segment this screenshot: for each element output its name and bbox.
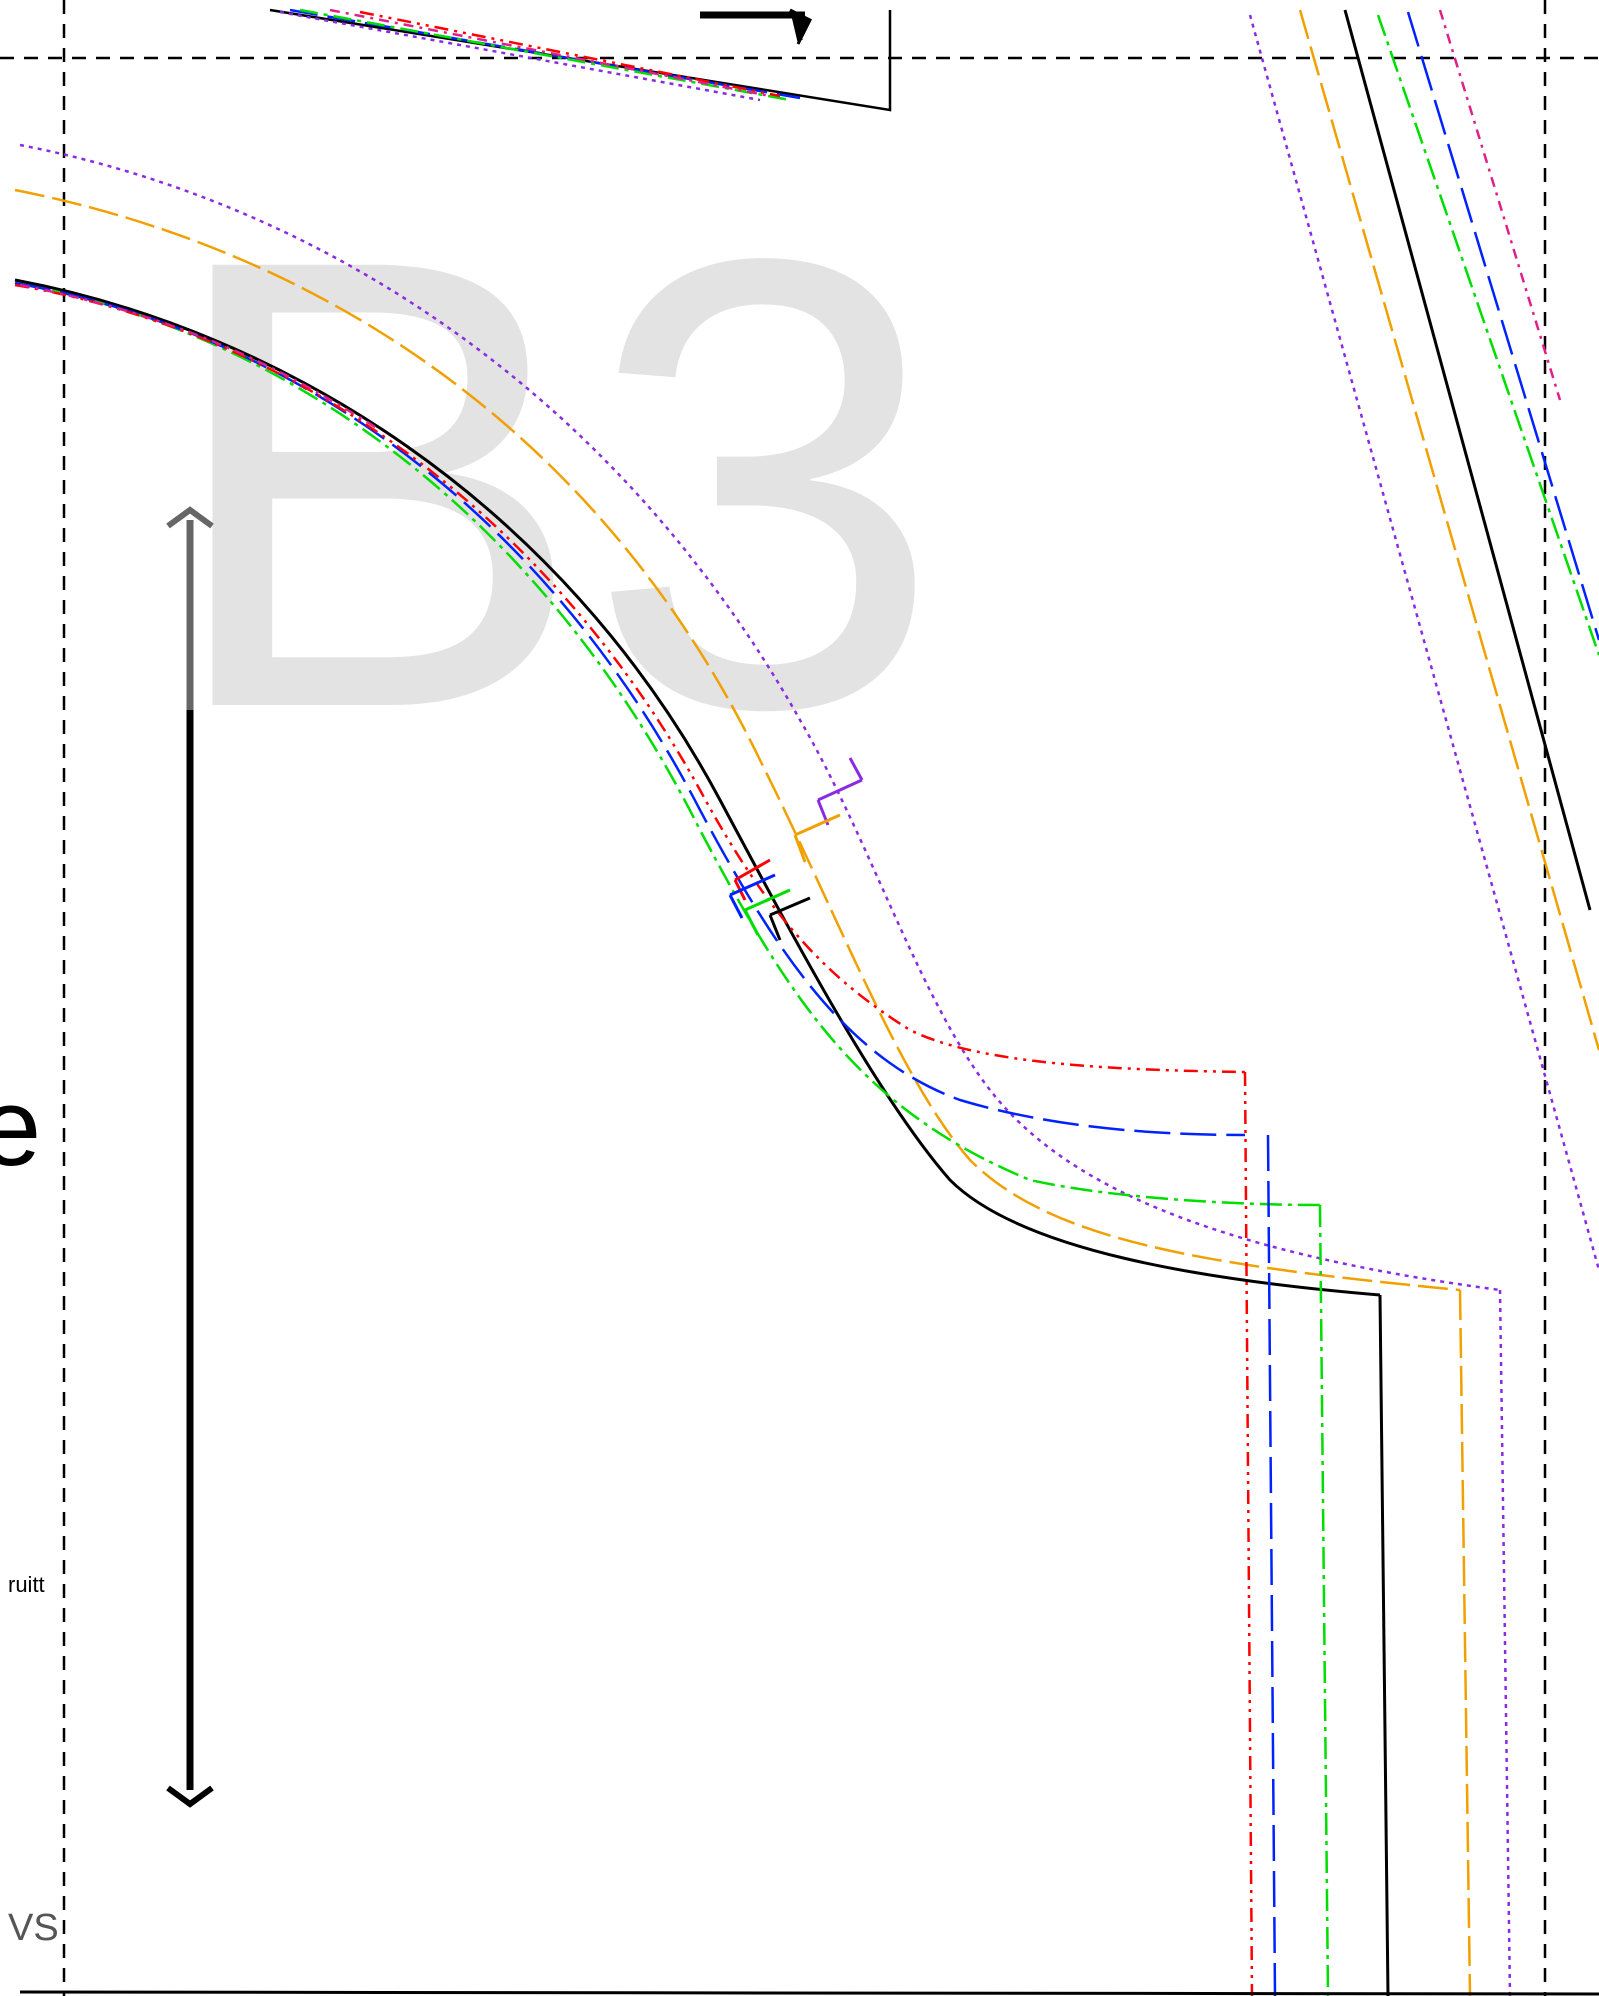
notch-blue	[728, 873, 776, 919]
seam-red	[1243, 1071, 1254, 1996]
curve-orange	[14, 188, 1461, 1292]
seam-green	[1318, 1204, 1330, 1996]
shoulder-fragment	[269, 8, 892, 112]
fragment-left-small: ruitt	[8, 1572, 45, 1597]
double-headed-arrow-icon	[166, 506, 214, 1808]
seam-blue	[1266, 1134, 1277, 1996]
seam-purple	[1498, 1289, 1512, 1996]
curve-blue	[14, 281, 1246, 1137]
curve-magenta	[19, 283, 381, 432]
curve-red	[14, 283, 1246, 1074]
tile-label: B3	[160, 126, 943, 841]
fragment-left-large: e	[0, 1066, 41, 1189]
bottom-edge	[19, 1990, 1599, 1996]
curve-purple	[19, 143, 1501, 1292]
seam-black	[1378, 1294, 1390, 1996]
fragment-bottom-left: VS	[8, 1907, 59, 1949]
notch-green	[743, 888, 791, 936]
side-seams	[1243, 1071, 1512, 1996]
curve-black	[14, 278, 1381, 1297]
right-diagonals	[1248, 9, 1599, 1271]
right-angle-arrow-icon	[700, 8, 813, 45]
notch-black	[768, 896, 811, 941]
seam-orange	[1458, 1289, 1472, 1996]
notch-marks	[728, 757, 864, 941]
notch-orange	[793, 813, 841, 863]
